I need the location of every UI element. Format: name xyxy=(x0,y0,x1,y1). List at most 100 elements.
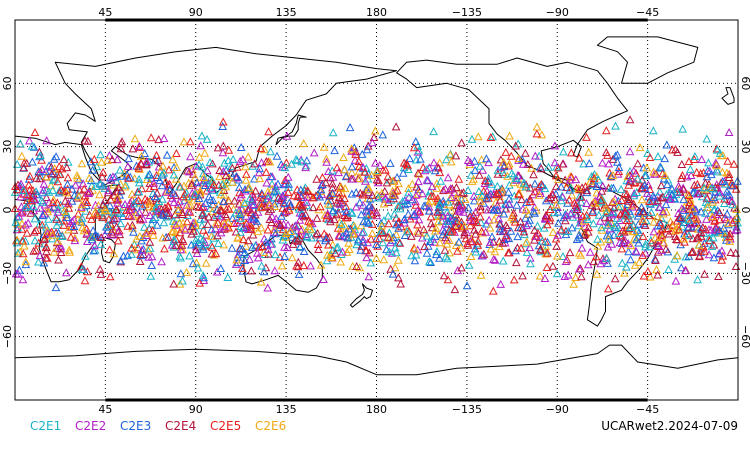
observation-marker xyxy=(686,164,695,173)
observation-marker xyxy=(634,257,644,266)
observation-marker xyxy=(715,191,725,200)
observation-marker xyxy=(105,272,115,281)
observation-marker xyxy=(638,207,648,216)
observation-marker xyxy=(658,209,668,218)
observation-marker xyxy=(565,185,575,194)
observation-marker xyxy=(157,181,167,190)
observation-marker xyxy=(460,194,470,203)
observation-marker xyxy=(405,154,415,163)
observation-marker xyxy=(67,196,77,205)
observation-marker xyxy=(315,202,325,211)
observation-marker xyxy=(672,187,682,196)
observation-marker xyxy=(63,173,73,182)
observation-marker xyxy=(54,162,64,171)
observation-marker xyxy=(231,173,241,182)
observation-marker xyxy=(42,136,51,145)
observation-marker xyxy=(53,236,63,245)
observation-marker xyxy=(674,213,684,222)
observation-marker xyxy=(257,261,266,270)
observation-marker xyxy=(687,247,697,256)
observation-marker xyxy=(186,240,196,249)
observation-marker xyxy=(112,222,121,231)
observation-marker xyxy=(447,206,456,215)
observation-marker xyxy=(453,246,462,255)
observation-marker xyxy=(469,196,479,205)
observation-marker xyxy=(80,276,90,285)
observation-marker xyxy=(241,162,250,171)
observation-marker xyxy=(467,176,477,185)
observation-marker xyxy=(708,233,718,242)
observation-marker xyxy=(451,221,461,230)
observation-marker xyxy=(438,225,448,234)
observation-marker xyxy=(701,224,710,233)
observation-marker xyxy=(723,156,733,165)
observation-marker xyxy=(490,247,500,256)
observation-marker xyxy=(142,174,152,183)
observation-marker xyxy=(467,134,477,143)
observation-marker xyxy=(83,267,92,276)
observation-marker xyxy=(167,227,177,236)
observation-marker xyxy=(17,151,27,160)
observation-marker xyxy=(325,191,334,200)
observation-marker xyxy=(241,241,251,250)
observation-marker xyxy=(583,214,593,223)
observation-marker xyxy=(264,198,274,207)
observation-marker xyxy=(429,127,438,136)
observation-marker xyxy=(369,132,379,141)
observation-marker xyxy=(274,193,283,202)
observation-marker xyxy=(290,221,300,230)
observation-marker xyxy=(165,185,174,194)
observation-marker xyxy=(603,150,612,159)
observation-marker xyxy=(263,225,273,234)
observation-marker xyxy=(295,215,305,224)
observation-marker xyxy=(529,170,538,179)
observation-marker xyxy=(327,252,336,261)
observation-marker xyxy=(67,184,77,193)
observation-marker xyxy=(280,199,289,208)
observation-marker xyxy=(536,180,546,189)
observation-marker xyxy=(147,260,157,269)
observation-marker xyxy=(334,230,344,239)
observation-marker xyxy=(718,167,727,176)
observation-marker xyxy=(473,236,483,245)
observation-marker xyxy=(393,185,402,194)
observation-marker xyxy=(96,269,106,278)
observation-marker xyxy=(402,160,412,169)
observation-marker xyxy=(234,183,244,192)
observation-marker xyxy=(418,189,427,198)
observation-marker xyxy=(725,232,735,241)
observation-marker xyxy=(582,198,591,207)
observation-marker xyxy=(357,241,367,250)
observation-marker xyxy=(667,189,677,198)
observation-marker xyxy=(241,175,251,184)
observation-marker xyxy=(634,238,643,247)
observation-marker xyxy=(558,159,568,168)
observation-marker xyxy=(693,179,702,188)
observation-marker xyxy=(84,173,94,182)
observation-marker xyxy=(42,247,51,256)
observation-marker xyxy=(143,245,153,254)
observation-marker xyxy=(613,169,623,178)
observation-marker xyxy=(443,254,452,263)
observation-marker xyxy=(367,206,377,215)
observation-marker xyxy=(680,266,690,275)
observation-marker xyxy=(53,207,63,216)
observation-marker xyxy=(450,285,460,294)
observation-marker xyxy=(447,192,456,201)
observation-marker xyxy=(49,202,59,211)
observation-marker xyxy=(182,267,191,276)
observation-marker xyxy=(530,235,539,244)
observation-marker xyxy=(646,207,656,216)
observation-marker xyxy=(218,121,228,130)
observation-marker xyxy=(202,166,212,175)
observation-marker xyxy=(123,162,133,171)
observation-marker xyxy=(319,274,328,283)
observation-marker xyxy=(668,221,678,230)
observation-marker xyxy=(330,215,339,224)
observation-marker xyxy=(504,159,514,168)
observation-marker xyxy=(464,203,473,212)
observation-marker xyxy=(216,228,226,237)
observation-marker xyxy=(413,168,423,177)
observation-marker xyxy=(170,210,180,219)
observation-marker xyxy=(493,166,503,175)
